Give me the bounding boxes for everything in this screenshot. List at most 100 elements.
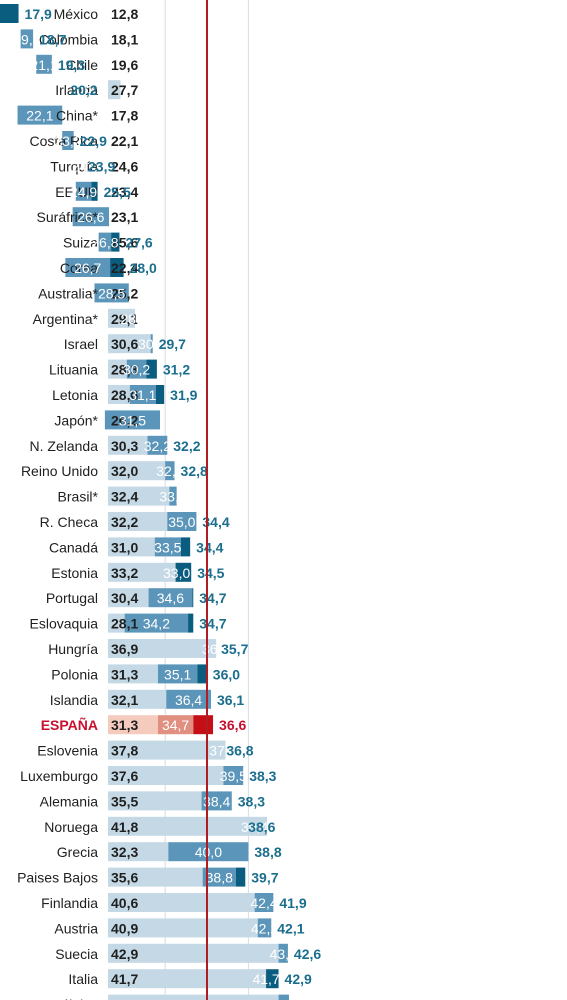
value-label-series-3: 34,4	[202, 514, 229, 530]
value-label-series-2: 37,3	[209, 743, 236, 759]
value-label-series-1: 35,6	[111, 870, 138, 886]
labels: México12,816,117,9Colombia18,119,318,7Ch…	[13, 6, 322, 1000]
bar-series-1	[108, 969, 267, 989]
value-label-series-3: 36,1	[217, 692, 244, 708]
bar-series-1	[108, 562, 178, 582]
value-label-series-2: 32,2	[144, 438, 171, 454]
bar-series-2	[36, 54, 52, 74]
bar-series-1	[108, 893, 255, 912]
value-label-series-1: 41,7	[111, 971, 138, 987]
value-label-series-3: 42,1	[277, 920, 304, 936]
category-label: Argentina*	[33, 311, 99, 327]
value-label-series-1: 41,8	[111, 819, 138, 835]
value-label-series-3: 38,3	[249, 768, 276, 784]
value-label-series-1: 29,1	[111, 311, 138, 327]
value-label-series-1: 40,6	[111, 895, 138, 911]
bar-series-2	[278, 994, 289, 1000]
bar-series-2	[167, 512, 197, 531]
category-label: Japón*	[54, 412, 98, 428]
value-label-series-2: 26,8	[91, 235, 118, 251]
value-label-series-2: 26,6	[77, 209, 104, 225]
value-label-series-2: 39,4	[241, 819, 268, 835]
value-label-series-1: 23,1	[111, 209, 138, 225]
value-label-series-1: 25,2	[111, 285, 138, 301]
bar-series-3	[197, 664, 207, 684]
value-label-series-1: 42,9	[111, 997, 138, 1000]
value-label-series-3: 43,1	[295, 997, 322, 1000]
value-label-series-3: 42,9	[285, 971, 312, 987]
value-label-series-1: 32,2	[111, 514, 138, 530]
value-label-series-2: 30,2	[123, 362, 150, 378]
value-label-series-2: 32,9	[156, 463, 183, 479]
value-label-series-1: 31,3	[111, 666, 138, 682]
value-label-series-1: 31,0	[111, 539, 138, 555]
bar-series-2	[257, 918, 272, 938]
value-label-series-2: 19,3	[13, 31, 40, 47]
value-label-series-3: 32,8	[181, 463, 208, 479]
value-label-series-1: 31,3	[111, 717, 138, 733]
bar-series-1	[108, 766, 224, 785]
category-label: Canadá	[49, 539, 98, 555]
value-label-series-3: 22,9	[80, 133, 107, 149]
value-label-series-2: 38,4	[203, 793, 230, 809]
bar-series-1	[108, 994, 279, 1000]
bar-series-2	[98, 232, 112, 252]
category-label: Hungría	[48, 641, 98, 657]
category-label: N. Zelanda	[30, 438, 99, 454]
value-label-series-1: 30,3	[111, 438, 138, 454]
category-label: Austria	[54, 920, 98, 936]
bar-series-2	[65, 258, 111, 277]
value-label-series-1: 42,9	[111, 946, 138, 962]
bar-series-2	[165, 461, 175, 481]
value-label-series-1: 40,9	[111, 920, 138, 936]
category-label: Corea	[60, 260, 98, 276]
value-label-series-3: 38,6	[248, 819, 275, 835]
value-label-series-2: 43,9	[270, 997, 297, 1000]
category-label: Suráfrica*	[37, 209, 99, 225]
bar-series-3	[180, 537, 191, 557]
value-label-series-2: 34,2	[143, 616, 170, 632]
bar-series-2	[129, 385, 156, 404]
bar-series-2	[126, 359, 147, 379]
category-label: Portugal	[46, 590, 98, 606]
bar-series-1	[108, 918, 258, 938]
value-label-series-3: 34,7	[199, 590, 226, 606]
category-label: ESPAÑA	[41, 716, 98, 733]
bar-series-2	[168, 842, 249, 862]
value-label-series-2: 35,1	[164, 666, 191, 682]
value-label-series-1: 19,6	[111, 57, 138, 73]
value-label-series-2: 33,1	[159, 489, 186, 505]
bar-series-1	[108, 613, 125, 633]
value-label-series-1: 24,6	[111, 158, 138, 174]
value-label-series-2: 28,9	[120, 311, 147, 327]
value-label-series-1: 32,3	[111, 844, 138, 860]
value-label-series-3: 38,8	[254, 844, 281, 860]
bar-series-3	[146, 359, 157, 379]
bar-series-3	[193, 715, 214, 735]
category-label: Costa Rica	[30, 133, 99, 149]
value-label-series-2: 22,1	[26, 108, 53, 124]
value-label-series-2: 31,1	[129, 387, 156, 403]
value-label-series-1: 23,4	[111, 184, 138, 200]
value-label-series-1: 33,2	[111, 565, 138, 581]
value-label-series-3: 19,3	[58, 57, 85, 73]
value-label-series-3: 34,7	[199, 616, 226, 632]
bar-series-2	[148, 588, 193, 608]
value-label-series-3: 31,9	[170, 387, 197, 403]
category-label: Italia	[68, 971, 98, 987]
value-label-series-1: 12,8	[111, 6, 138, 22]
value-label-series-2: 33,0	[163, 565, 190, 581]
category-label: Israel	[64, 336, 98, 352]
bar-series-1	[108, 943, 279, 963]
bar-series-2	[166, 689, 211, 709]
category-label: R. Checa	[40, 514, 99, 530]
category-label: Grecia	[57, 844, 98, 860]
bars	[0, 4, 289, 1000]
value-label-series-2: 23,2	[54, 133, 81, 149]
value-label-series-3: 23,9	[88, 158, 115, 174]
category-label: Islandia	[50, 692, 98, 708]
value-label-series-3: 41,9	[279, 895, 306, 911]
bar-series-2	[147, 435, 168, 455]
category-label: Letonia	[52, 387, 98, 403]
bar-series-1	[108, 80, 121, 100]
